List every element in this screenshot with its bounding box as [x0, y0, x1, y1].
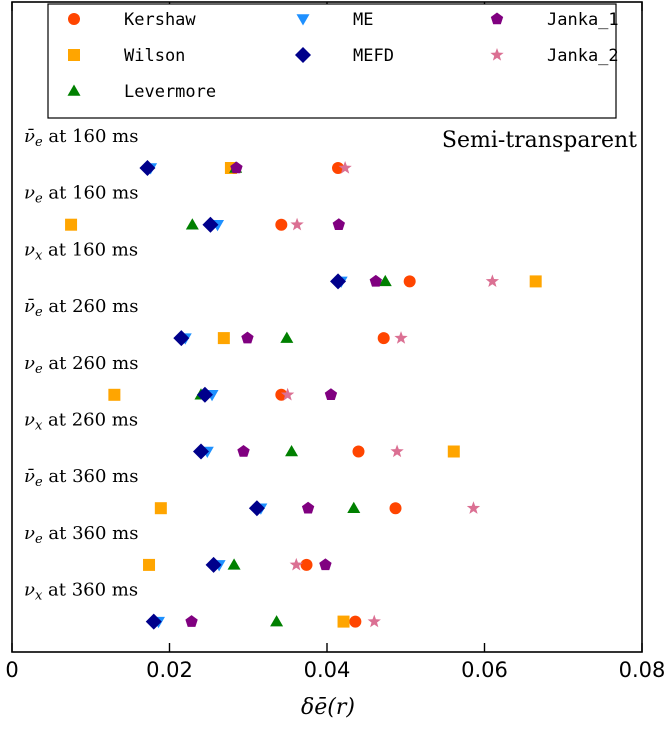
- point-wilson-row-7: [143, 558, 156, 571]
- point-wilson-row-2: [529, 275, 542, 288]
- point-kershaw-row-8: [349, 615, 362, 628]
- point-levermore-row-1: [185, 218, 199, 230]
- point-wilson-row-5: [447, 445, 460, 458]
- point-janka-1-row-3: [241, 331, 254, 344]
- point-wilson-row-6: [154, 502, 167, 515]
- point-levermore-row-3: [280, 331, 294, 343]
- point-wilson-row-8: [337, 615, 350, 628]
- row-labels: ν̄e at 160 ms νe at 160 ms νx at 160 ms ν̄e…: [24, 126, 138, 604]
- x-axis: 0 0.02 0.04 0.06 0.08: [5, 2, 664, 682]
- point-janka-2-row-7: [289, 557, 303, 571]
- point-kershaw-row-6: [389, 502, 402, 515]
- data-points: [65, 160, 542, 630]
- point-janka-2-row-2: [485, 274, 500, 288]
- point-wilson-row-4: [108, 388, 121, 401]
- point-janka-1-row-4: [324, 388, 338, 401]
- point-janka-2-row-3: [394, 331, 408, 344]
- legend-label-janka-2: Janka_2: [547, 46, 619, 66]
- row-label-0: ν̄e at 160 ms: [24, 126, 138, 150]
- point-mefd-row-8: [145, 613, 162, 630]
- row-label-3: ν̄e at 260 ms: [24, 296, 138, 320]
- x-tick-label-3: 0.06: [461, 658, 508, 682]
- legend-marker-mefd: [295, 47, 311, 63]
- x-axis-label: δē(r): [301, 695, 355, 720]
- point-janka-1-row-2: [369, 274, 383, 287]
- row-label-8: νx at 360 ms: [24, 580, 138, 604]
- legend-marker-kershaw: [68, 13, 80, 25]
- point-levermore-row-6: [347, 501, 361, 513]
- point-mefd-row-1: [202, 216, 219, 233]
- row-label-2: νx at 160 ms: [24, 239, 138, 263]
- point-wilson-row-1: [65, 218, 78, 231]
- point-levermore-row-2: [378, 274, 392, 287]
- point-janka-1-row-5: [237, 445, 250, 457]
- point-kershaw-row-2: [403, 275, 416, 288]
- legend-marker-levermore: [67, 84, 81, 96]
- point-mefd-row-2: [330, 273, 347, 290]
- legend-box: [47, 3, 617, 119]
- point-janka-1-row-8: [185, 615, 198, 627]
- annotation-label: Semi-transparent: [442, 128, 637, 153]
- point-janka-1-row-0: [230, 161, 243, 174]
- legend-label-janka-1: Janka_1: [547, 10, 619, 30]
- point-levermore-row-8: [270, 615, 284, 627]
- legend-label-levermore: Levermore: [124, 82, 216, 102]
- point-janka-2-row-1: [290, 217, 304, 231]
- legend-marker-janka-2: [490, 48, 504, 61]
- point-kershaw-row-3: [377, 332, 390, 345]
- x-tick-label-0: 0: [5, 658, 18, 682]
- point-mefd-row-7: [205, 556, 222, 573]
- point-janka-1-row-1: [332, 218, 345, 230]
- point-mefd-row-5: [193, 443, 209, 460]
- point-kershaw-row-5: [352, 445, 365, 458]
- point-mefd-row-4: [196, 386, 213, 403]
- point-janka-1-row-7: [319, 558, 332, 571]
- point-janka-2-row-5: [390, 444, 404, 458]
- legend-label-wilson: Wilson: [124, 46, 185, 66]
- point-levermore-row-7: [227, 558, 241, 570]
- point-wilson-row-3: [217, 332, 230, 345]
- row-label-1: νe at 160 ms: [24, 183, 138, 207]
- legend-marker-wilson: [68, 49, 80, 61]
- legend-marker-janka-1: [490, 12, 504, 25]
- point-mefd-row-3: [173, 330, 190, 347]
- legend-label-me: ME: [353, 10, 373, 30]
- x-tick-label-4: 0.08: [619, 658, 664, 682]
- x-tick-label-2: 0.04: [304, 658, 351, 682]
- row-label-6: ν̄e at 360 ms: [24, 466, 138, 490]
- point-kershaw-row-0: [332, 162, 345, 174]
- point-janka-2-row-0: [338, 161, 352, 174]
- row-label-7: νe at 360 ms: [24, 523, 138, 547]
- legend-label-mefd: MEFD: [353, 46, 394, 66]
- row-label-5: νx at 260 ms: [24, 410, 138, 434]
- legend-marker-me: [296, 14, 310, 26]
- legend-label-kershaw: Kershaw: [124, 10, 196, 30]
- point-janka-2-row-4: [280, 387, 295, 401]
- point-mefd-row-0: [139, 160, 156, 176]
- row-label-4: νe at 260 ms: [24, 353, 138, 377]
- point-mefd-row-6: [248, 500, 265, 517]
- point-janka-1-row-6: [301, 501, 315, 514]
- point-janka-2-row-8: [367, 614, 381, 628]
- point-janka-2-row-6: [466, 501, 481, 514]
- point-kershaw-row-7: [300, 558, 313, 571]
- legend: Kershaw Wilson Levermore ME MEFD Janka_1 Janka…: [47, 3, 619, 119]
- point-levermore-row-5: [285, 445, 299, 457]
- point-kershaw-row-1: [275, 218, 288, 231]
- x-tick-label-1: 0.02: [146, 658, 193, 682]
